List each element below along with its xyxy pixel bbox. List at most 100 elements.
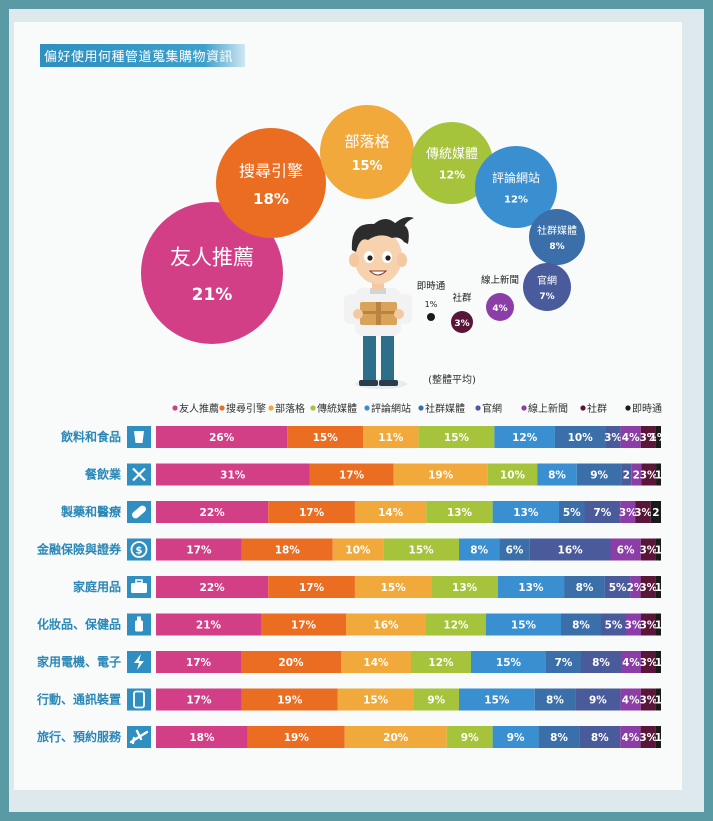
bar-segment xyxy=(581,651,621,673)
bubble-value-label: 12% xyxy=(504,195,528,206)
legend-label: 即時通 xyxy=(632,403,662,415)
bubble-value-label: 12% xyxy=(439,169,465,182)
segment-label: 12% xyxy=(443,620,469,632)
bar-segment xyxy=(459,688,535,711)
bar-segment xyxy=(656,463,661,486)
dollar-icon: $ xyxy=(127,538,151,561)
segment-label: 2 xyxy=(652,507,659,519)
segment-label: 20% xyxy=(278,657,304,669)
segment-label: 3% xyxy=(640,620,658,632)
segment-label: 15% xyxy=(496,657,522,669)
bar-segment xyxy=(564,576,605,598)
bar-segment xyxy=(341,651,411,673)
bar-segment xyxy=(655,538,661,561)
bar-segment xyxy=(363,426,419,448)
segment-label: 1 xyxy=(655,470,662,482)
bubble-circle xyxy=(411,122,493,204)
bubble-name-label: 搜尋引擎 xyxy=(239,161,303,180)
segment-label: 17% xyxy=(299,507,325,519)
bar-segment xyxy=(309,463,394,486)
bubble-value-label: 4% xyxy=(492,304,507,314)
bar-segment xyxy=(492,726,539,748)
legend-item: 官網 xyxy=(475,402,502,415)
legend-label: 部落格 xyxy=(275,402,305,415)
utensils-icon xyxy=(127,463,151,486)
segment-label: 6% xyxy=(506,545,524,557)
segment-label: 3% xyxy=(639,545,657,557)
bar-segment xyxy=(641,651,656,673)
bar-segment xyxy=(332,538,384,561)
segment-label: 17% xyxy=(186,545,212,557)
bar-segment xyxy=(156,538,242,561)
segment-label: 3% xyxy=(604,432,622,444)
bar-segment xyxy=(497,576,565,598)
bubble-name-label: 評論網站 xyxy=(492,170,540,185)
segment-label: 14% xyxy=(363,657,389,669)
legend-swatch xyxy=(521,405,527,411)
bar-segment xyxy=(486,613,561,636)
legend-swatch xyxy=(418,405,424,411)
bubble-評論網站: 評論網站 12% xyxy=(475,146,557,228)
bar-segment xyxy=(446,726,493,748)
lightning-icon xyxy=(127,651,151,673)
segment-label: 15% xyxy=(511,620,537,632)
segment-label: 3% xyxy=(639,582,657,594)
segment-label: 19% xyxy=(277,695,303,707)
row-label: 餐飲業 xyxy=(85,467,122,482)
segment-label: 11% xyxy=(378,432,404,444)
bar-segment xyxy=(499,538,530,561)
segment-label: 1 xyxy=(655,582,662,594)
segment-label: 8% xyxy=(576,582,594,594)
legend-item: 搜尋引擎 xyxy=(219,402,266,415)
bar-segment xyxy=(631,463,642,486)
bubble-value-label: 1% xyxy=(425,300,438,309)
bar-segment xyxy=(487,463,538,486)
legend-swatch xyxy=(625,405,631,411)
legend-swatch xyxy=(219,405,225,411)
bubble-線上新聞: 線上新聞 4% xyxy=(481,274,519,321)
bar-segment xyxy=(630,576,641,598)
legend-swatch xyxy=(580,405,586,411)
segment-label: 2 xyxy=(623,470,630,482)
bar-segment xyxy=(393,463,488,486)
legend-item: 社群媒體 xyxy=(418,402,465,415)
bar-segment xyxy=(156,613,261,636)
bar-segment xyxy=(156,576,269,598)
bar-segment xyxy=(426,613,486,636)
bar-segment xyxy=(411,651,471,673)
bubble-value-label: 3% xyxy=(454,319,469,329)
row-label: 家用電機、電子 xyxy=(37,654,121,669)
bar-segment xyxy=(156,651,241,673)
bar-segment xyxy=(558,501,585,523)
bubble-官網: 官網 7% xyxy=(523,263,571,311)
segment-label: 20% xyxy=(383,732,409,744)
bubble-社群: 社群 3% xyxy=(451,292,473,333)
bar-row: 飲料和食品 26% 15% 11% 15% 12% 10% 3% 4% 3%1% xyxy=(60,426,668,448)
bar-segment xyxy=(534,688,576,711)
segment-label: 17% xyxy=(299,582,325,594)
row-label: 旅行、預約服務 xyxy=(37,729,122,744)
legend-item: 傳統媒體 xyxy=(310,402,357,415)
bar-segment xyxy=(621,651,641,673)
segment-label: 14% xyxy=(378,507,404,519)
segment-label: 5% xyxy=(609,582,627,594)
bar-segment xyxy=(601,613,626,636)
segment-label: 8% xyxy=(550,732,568,744)
bar-segment xyxy=(346,613,426,636)
bar-segment xyxy=(261,613,346,636)
segment-label: 3% xyxy=(634,507,652,519)
segment-label: 26% xyxy=(209,432,235,444)
cup-icon xyxy=(127,426,151,448)
bar-segment xyxy=(418,426,495,448)
bubble-name-label: 官網 xyxy=(537,274,557,287)
row-label: 家庭用品 xyxy=(73,579,121,594)
segment-label: 15% xyxy=(381,582,407,594)
legend-item: 評論網站 xyxy=(364,402,411,415)
bar-segment xyxy=(529,538,611,561)
segment-label: 15% xyxy=(484,695,510,707)
bar-segment xyxy=(247,726,345,748)
bubble-友人推薦: 友人推薦 21% xyxy=(141,202,283,344)
chart-title: 偏好使用何種管道蒐集購物資訊 xyxy=(40,44,246,67)
legend-swatch xyxy=(475,405,481,411)
bar-segment xyxy=(554,426,606,448)
